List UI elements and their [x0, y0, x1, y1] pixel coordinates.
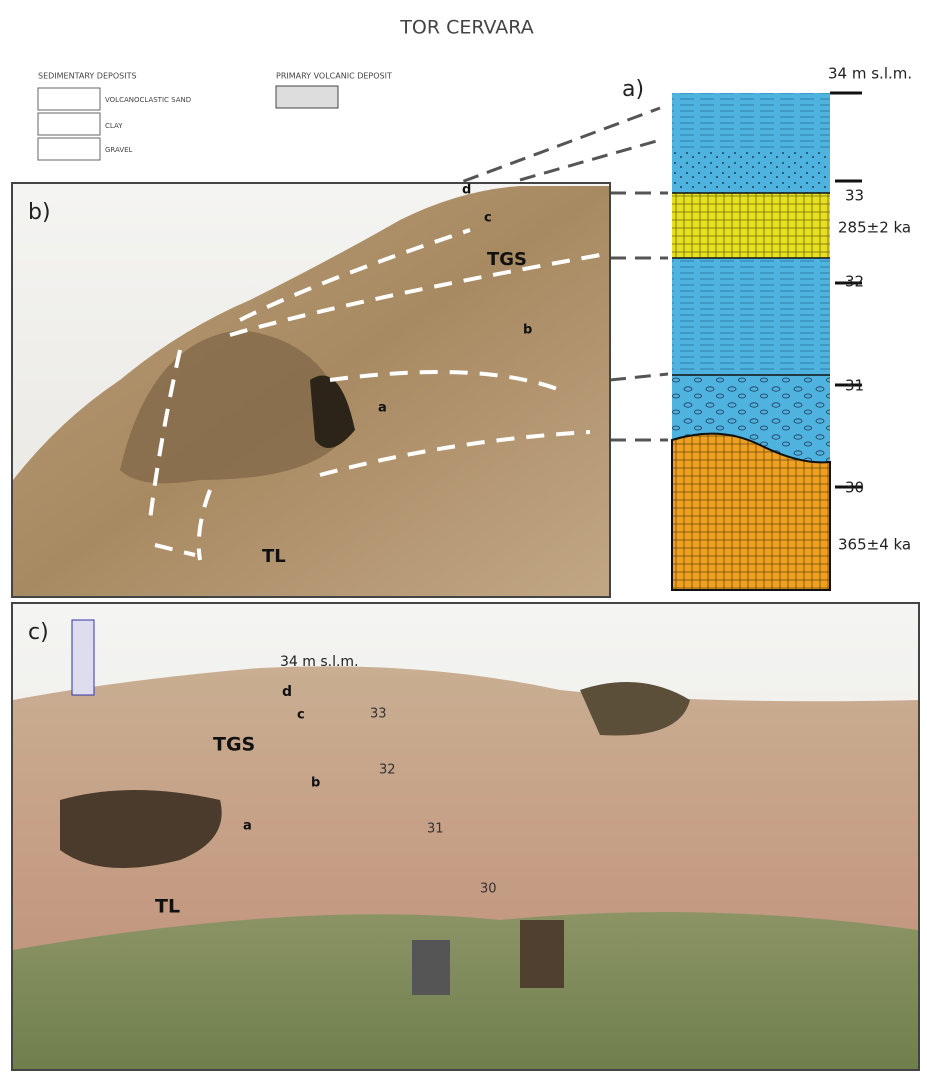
elevation-label: 32	[845, 273, 864, 291]
legend-heading: SEDIMENTARY DEPOSITS	[38, 72, 137, 81]
elevation-label: 33	[845, 187, 864, 205]
elevation-label: 30	[480, 882, 497, 897]
legend-label: CLAY	[105, 122, 123, 130]
elevation-label: 34 m s.l.m.	[280, 654, 359, 670]
volcanic-layer	[672, 193, 830, 258]
elevation-label: 30	[845, 479, 864, 497]
survey-pole	[72, 620, 94, 695]
unit-label: TGS	[487, 249, 527, 270]
legend-heading: PRIMARY VOLCANIC DEPOSIT	[276, 72, 392, 81]
grass	[13, 912, 918, 1069]
unit-label: a	[378, 401, 387, 416]
unit-label: a	[243, 819, 252, 834]
elevation-label: 33	[370, 707, 387, 722]
figure: TOR CERVARA SEDIMENTARY DEPOSITS VOLCANO…	[0, 0, 927, 1077]
age-label: 365±4 ka	[838, 536, 911, 554]
page: TOR CERVARA SEDIMENTARY DEPOSITS VOLCANO…	[0, 0, 927, 1077]
legend-swatch-sand	[38, 88, 100, 110]
unit-label: d	[282, 684, 292, 700]
panel-label: c)	[28, 620, 49, 645]
legend-swatch-volcanic	[276, 86, 338, 108]
unit-label: b	[311, 776, 320, 791]
unit-label: c	[297, 708, 305, 723]
panel-label: a)	[622, 77, 644, 102]
sand-layer	[672, 148, 830, 193]
person	[412, 940, 450, 995]
clay-layer	[672, 258, 830, 375]
elevation-label: 32	[379, 763, 396, 778]
unit-label: TL	[262, 546, 286, 567]
age-label: 285±2 ka	[838, 219, 911, 237]
unit-label: TL	[155, 896, 180, 918]
person	[520, 920, 564, 988]
unit-label: c	[484, 211, 492, 226]
top-elevation: 34 m s.l.m.	[828, 65, 912, 83]
unit-label: d	[462, 183, 471, 198]
legend-swatch-clay	[38, 113, 100, 135]
elevation-label: 31	[845, 377, 864, 395]
unit-label: b	[523, 323, 532, 338]
legend-label: VOLCANOCLASTIC SAND	[105, 96, 191, 104]
unit-label: TGS	[213, 734, 255, 756]
panel-label: b)	[28, 200, 51, 225]
elevation-label: 31	[427, 822, 444, 837]
figure-title: TOR CERVARA	[399, 17, 533, 39]
legend-label: GRAVEL	[105, 146, 133, 154]
clay-layer	[672, 93, 830, 148]
legend-swatch-gravel	[38, 138, 100, 160]
